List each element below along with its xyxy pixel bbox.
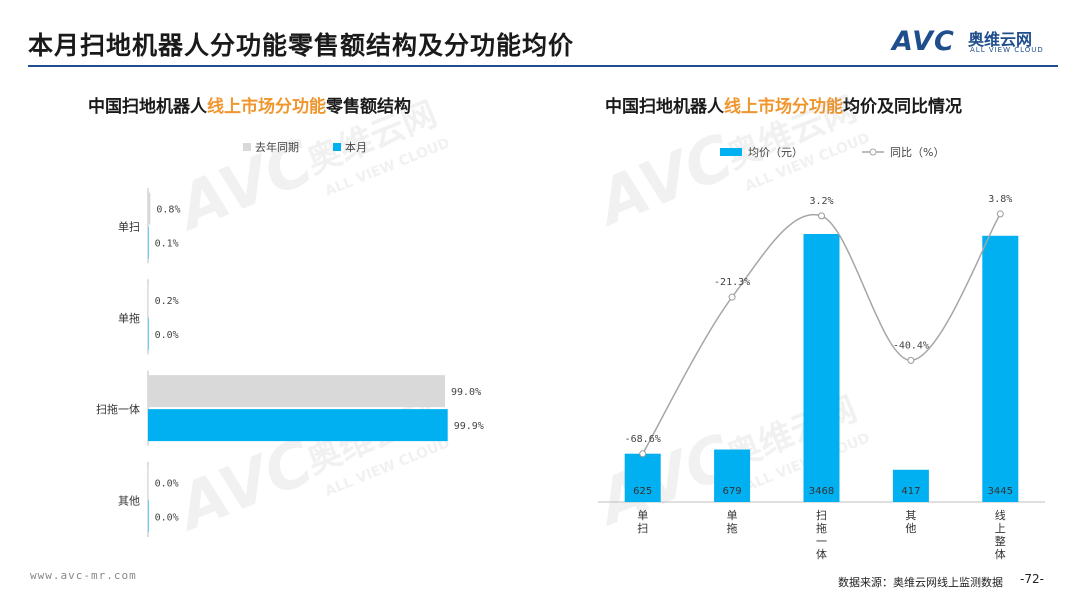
data-label: 99.0% bbox=[451, 387, 481, 398]
watermark-rt-logo: AVC bbox=[584, 120, 743, 241]
legend-label-last-year: 去年同期 bbox=[255, 140, 299, 154]
left-chart-title: 中国扫地机器人线上市场分功能零售额结构 bbox=[88, 92, 411, 117]
bar-last-year bbox=[148, 192, 151, 225]
line-yoy bbox=[642, 213, 1001, 455]
legend-label-yoy: 同比（%） bbox=[890, 146, 944, 159]
category-label: 单扫 bbox=[118, 221, 140, 234]
bar-value-label: 625 bbox=[633, 486, 652, 497]
bar-last-year bbox=[148, 466, 149, 499]
category-label: 扫拖一体 bbox=[96, 402, 140, 416]
line-marker-yoy bbox=[907, 356, 915, 364]
bar-avg-price bbox=[892, 469, 929, 502]
category-label: 扫拖一体 bbox=[816, 509, 827, 561]
watermark-right-top: AVC 奥维云网 ALL VIEW CLOUD bbox=[584, 89, 873, 241]
bar-avg-price bbox=[624, 453, 661, 502]
watermark-top: AVC 奥维云网 ALL VIEW CLOUD bbox=[164, 94, 453, 246]
logo-avc: AVC bbox=[892, 26, 955, 57]
legend-swatch-avg-price bbox=[720, 148, 742, 156]
title-divider bbox=[28, 65, 1058, 67]
footer-url: www.avc-mr.com bbox=[30, 569, 137, 582]
bar-avg-price bbox=[714, 449, 751, 502]
category-label: 其他 bbox=[905, 509, 916, 535]
right-chart-title: 中国扫地机器人线上市场分功能均价及同比情况 bbox=[605, 92, 962, 117]
bar-value-label: 3445 bbox=[988, 486, 1013, 497]
category-label: 线上整体 bbox=[995, 508, 1006, 561]
line-marker-yoy bbox=[728, 293, 736, 301]
line-value-label: -40.4% bbox=[893, 340, 929, 351]
data-label: 0.8% bbox=[156, 205, 180, 216]
bar-this-month bbox=[148, 409, 448, 442]
data-label: 99.9% bbox=[454, 421, 484, 432]
line-marker-yoy bbox=[996, 210, 1004, 218]
category-label: 单拖 bbox=[727, 509, 738, 535]
line-value-label: -21.3% bbox=[714, 277, 750, 288]
data-label: 0.0% bbox=[155, 478, 179, 489]
data-label: 0.1% bbox=[155, 239, 179, 250]
logo-cn: 奥维云网 bbox=[968, 30, 1033, 49]
data-label: 0.0% bbox=[155, 330, 179, 341]
footer-source: 数据来源：奥维云网线上监测数据 bbox=[838, 576, 1003, 589]
bar-avg-price bbox=[982, 235, 1019, 502]
left-title-prefix: 中国扫地机器人 bbox=[88, 97, 207, 117]
bar-last-year bbox=[148, 375, 445, 408]
legend-marker-yoy bbox=[869, 148, 877, 156]
bar-this-month bbox=[148, 226, 149, 259]
category-label: 单拖 bbox=[118, 311, 140, 325]
line-value-label: 3.8% bbox=[988, 194, 1012, 205]
left-title-highlight: 线上市场分功能 bbox=[207, 97, 326, 117]
right-title-suffix: 均价及同比情况 bbox=[843, 97, 962, 117]
category-label: 单扫 bbox=[637, 509, 648, 535]
legend-swatch-this-month bbox=[333, 143, 341, 151]
line-marker-yoy bbox=[818, 212, 825, 220]
left-title-suffix: 零售额结构 bbox=[326, 97, 411, 117]
legend-label-this-month: 本月 bbox=[345, 140, 367, 154]
bar-value-label: 3468 bbox=[809, 486, 834, 497]
right-chart: 均价（元） 同比（%） 625 单扫 679 单拖 3468 扫拖一体 417 其他 3445 线上整… bbox=[598, 146, 1045, 561]
bar-value-label: 679 bbox=[723, 486, 742, 497]
category-label: 其他 bbox=[118, 494, 140, 507]
bar-avg-price bbox=[803, 234, 840, 502]
line-value-label: 3.2% bbox=[809, 196, 833, 207]
page-number: -72- bbox=[1020, 572, 1044, 586]
legend-swatch-last-year bbox=[243, 143, 251, 151]
watermark-bottom-logo: AVC bbox=[164, 425, 323, 546]
line-marker-yoy bbox=[639, 450, 647, 458]
data-label: 0.0% bbox=[155, 512, 179, 523]
bar-value-label: 417 bbox=[901, 486, 920, 497]
brand-logo: AVC 奥维云网 ALL VIEW CLOUD bbox=[892, 26, 1062, 57]
logo-en: ALL VIEW CLOUD bbox=[970, 46, 1044, 54]
right-title-highlight: 线上市场分功能 bbox=[724, 97, 843, 117]
watermark-top-logo: AVC bbox=[164, 125, 323, 246]
line-value-label: -68.6% bbox=[625, 434, 661, 445]
page-title: 本月扫地机器人分功能零售额结构及分功能均价 bbox=[28, 31, 575, 60]
bar-this-month bbox=[148, 500, 149, 533]
bar-last-year bbox=[148, 283, 149, 316]
data-label: 0.2% bbox=[155, 296, 179, 307]
right-title-prefix: 中国扫地机器人 bbox=[605, 97, 724, 117]
legend-label-avg-price: 均价（元） bbox=[748, 146, 803, 159]
bar-this-month bbox=[148, 317, 149, 350]
